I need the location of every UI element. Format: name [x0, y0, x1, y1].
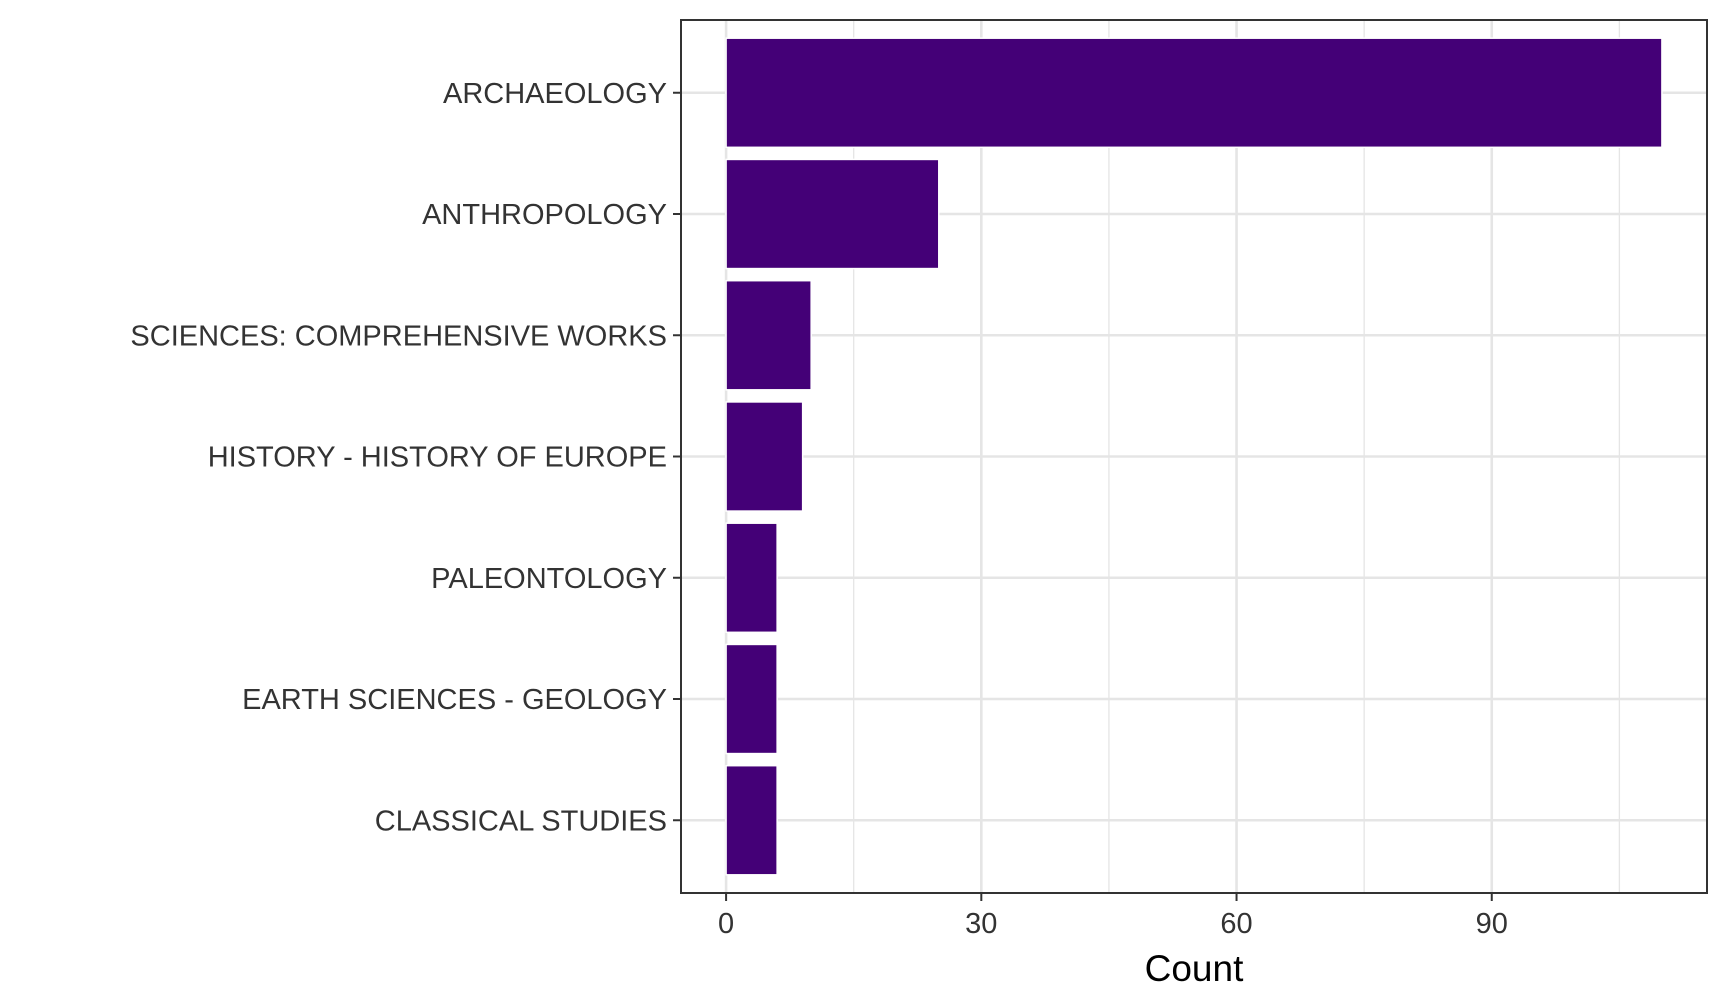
- y-tick-label: CLASSICAL STUDIES: [375, 805, 667, 837]
- y-tick-label: SCIENCES: COMPREHENSIVE WORKS: [130, 320, 667, 352]
- x-tick-label: 30: [965, 908, 997, 940]
- y-axis: ARCHAEOLOGY ANTHROPOLOGY SCIENCES: COMPREH…: [130, 78, 681, 837]
- bar: [725, 279, 812, 391]
- y-tick-label: PALEONTOLOGY: [431, 563, 667, 595]
- x-tick-label: 90: [1476, 908, 1508, 940]
- y-tick-label: ARCHAEOLOGY: [443, 78, 667, 110]
- y-tick-label: EARTH SCIENCES - GEOLOGY: [242, 684, 667, 716]
- y-tick-label: HISTORY - HISTORY OF EUROPE: [208, 442, 667, 474]
- bars: [725, 37, 1663, 876]
- x-axis: 0 30 60 90: [718, 893, 1508, 940]
- bar: [725, 522, 778, 634]
- bar: [725, 401, 804, 512]
- major-gridlines: [681, 20, 1707, 893]
- x-tick-label: 0: [718, 908, 734, 940]
- x-axis-title: Count: [1145, 948, 1244, 989]
- x-tick-label: 60: [1220, 908, 1252, 940]
- bar: [725, 764, 778, 876]
- bar: [725, 158, 940, 270]
- bar: [725, 37, 1663, 149]
- bar: [725, 643, 778, 755]
- y-tick-label: ANTHROPOLOGY: [422, 199, 667, 231]
